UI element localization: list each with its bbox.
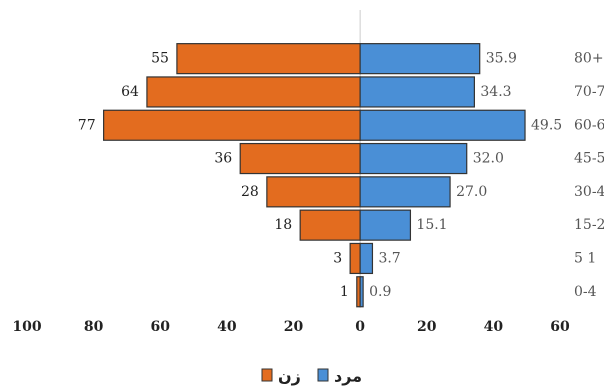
category-label: 45-5 [574, 151, 604, 167]
value-label: 64 [121, 84, 139, 100]
value-label: 0.9 [369, 284, 391, 300]
x-tick-label: 0 [355, 319, 365, 335]
value-label: 77 [78, 117, 96, 133]
bar [359, 276, 364, 308]
category-label: 60-6 [574, 117, 604, 133]
category-label: 70-7 [574, 84, 604, 100]
value-label: 36 [214, 151, 232, 167]
value-label: 1 [340, 284, 349, 300]
value-label: 49.5 [531, 117, 562, 133]
value-label: 27.0 [456, 184, 487, 200]
bar [266, 176, 361, 208]
bar [146, 76, 361, 108]
value-label: 32.0 [473, 151, 504, 167]
bar [359, 209, 412, 241]
value-label: 3.7 [378, 250, 400, 266]
legend-label: زن [278, 367, 301, 386]
legend-swatch [317, 368, 329, 382]
bar [349, 242, 361, 275]
value-label: 18 [274, 217, 292, 233]
value-label: 35.9 [486, 51, 517, 67]
bar [299, 209, 361, 241]
category-label: 15-2 [574, 217, 604, 233]
value-label: 55 [151, 51, 169, 67]
value-label: 15.1 [416, 217, 447, 233]
category-label: 30-4 [574, 184, 604, 200]
bar [359, 43, 481, 75]
x-tick-label: 40 [217, 319, 237, 335]
x-tick-label: 20 [417, 319, 437, 335]
x-tick-label: 100 [12, 319, 41, 335]
value-label: 3 [333, 250, 342, 266]
category-label: 0-4 [574, 284, 597, 300]
bar [359, 176, 451, 208]
bar [359, 109, 526, 141]
bar [359, 242, 374, 275]
bar [359, 76, 475, 108]
x-tick-label: 20 [284, 319, 304, 335]
legend-swatch [261, 368, 273, 382]
bar [359, 142, 468, 175]
legend-label: مرد [334, 367, 362, 386]
category-label: 80+ [574, 51, 604, 67]
bar [176, 43, 361, 75]
x-tick-label: 60 [151, 319, 171, 335]
x-tick-label: 40 [484, 319, 504, 335]
value-label: 28 [241, 184, 259, 200]
x-tick-label: 60 [550, 319, 570, 335]
category-label: 5 1 [574, 250, 596, 266]
x-tick-label: 80 [84, 319, 104, 335]
bar [239, 142, 361, 175]
value-label: 34.3 [480, 84, 511, 100]
bar [103, 109, 361, 141]
